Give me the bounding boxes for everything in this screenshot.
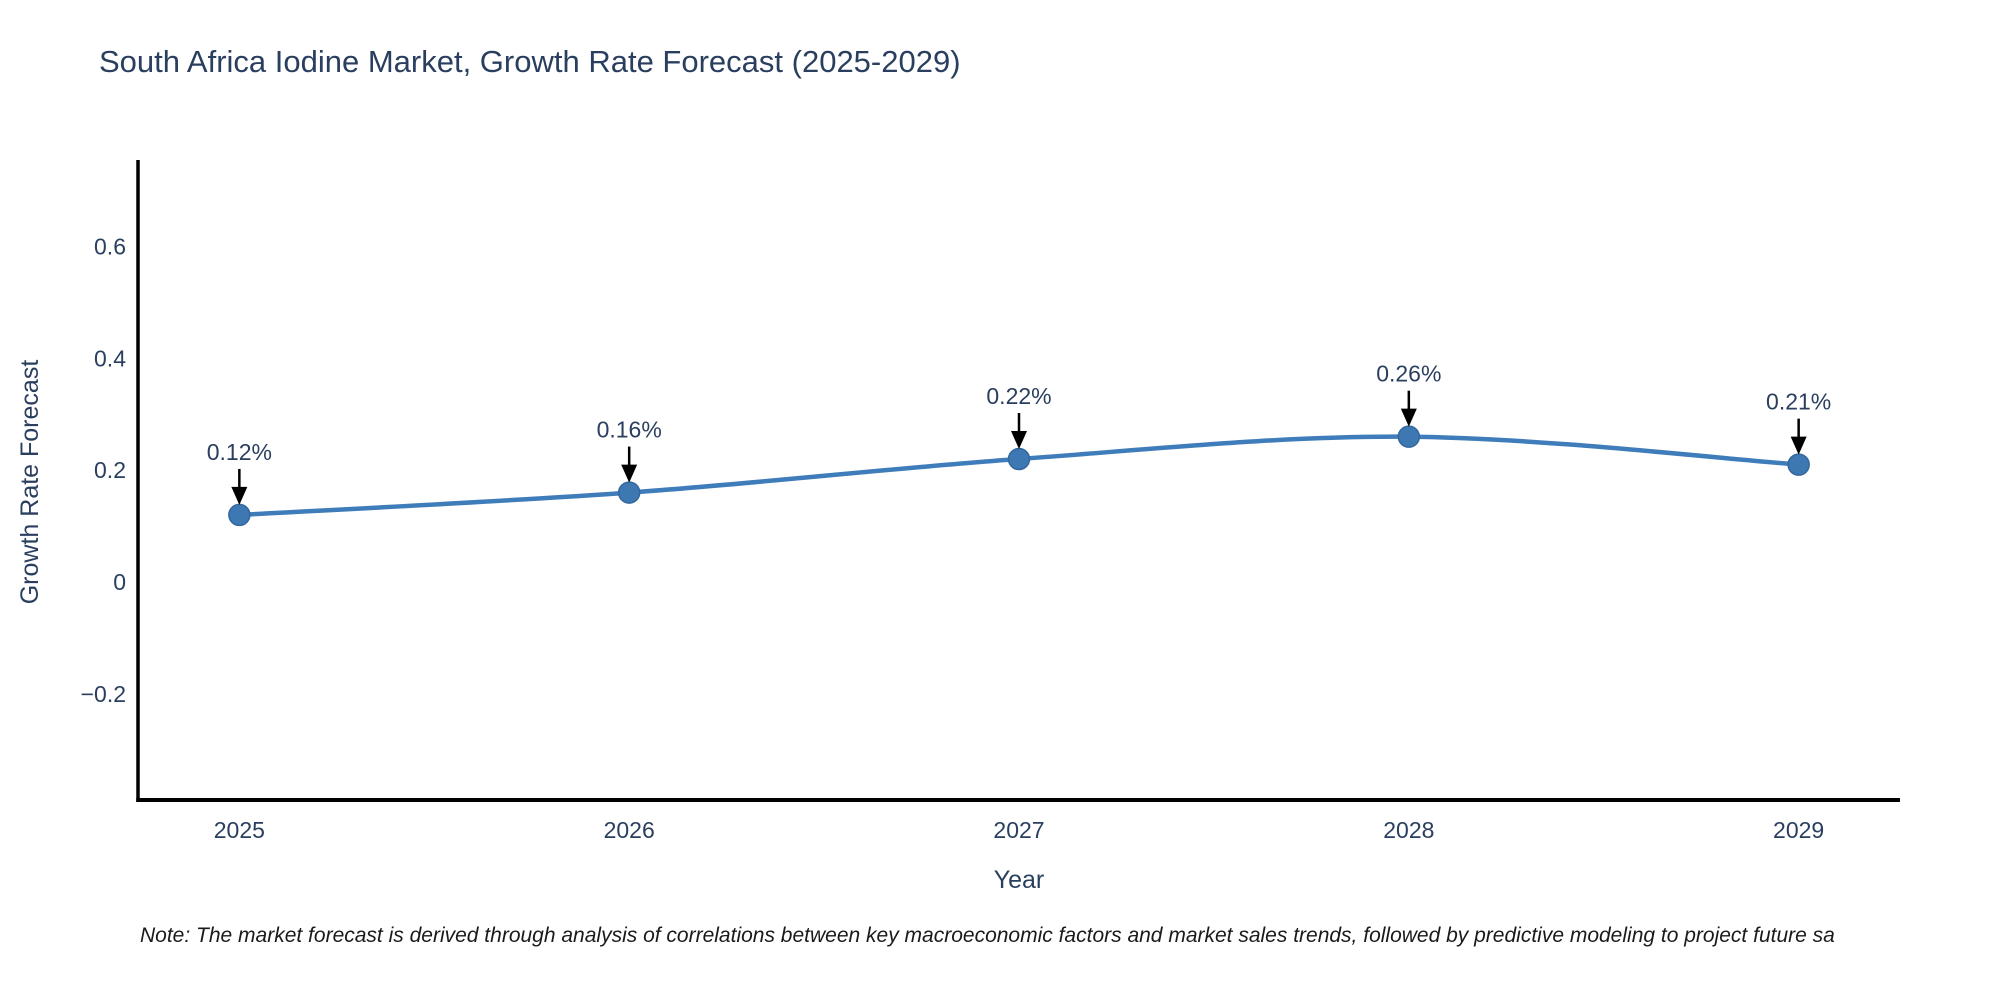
x-tick-label: 2025 bbox=[214, 817, 265, 843]
x-tick-label: 2028 bbox=[1383, 817, 1434, 843]
y-tick-label: 0.4 bbox=[94, 345, 126, 371]
chart-title: South Africa Iodine Market, Growth Rate … bbox=[99, 44, 961, 79]
data-point-marker bbox=[1787, 453, 1810, 476]
annotation-arrowhead bbox=[1011, 431, 1027, 450]
annotation-label: 0.16% bbox=[597, 417, 662, 443]
annotation-label: 0.21% bbox=[1766, 389, 1831, 415]
y-axis-title: Growth Rate Forecast bbox=[16, 360, 44, 605]
annotation-arrowhead bbox=[231, 486, 248, 505]
x-axis-title: Year bbox=[994, 866, 1045, 894]
annotation-label: 0.22% bbox=[986, 383, 1051, 409]
data-point-marker bbox=[1397, 425, 1421, 448]
data-point-marker bbox=[228, 503, 251, 527]
annotation-arrowhead bbox=[1790, 436, 1807, 455]
footnote: Note: The market forecast is derived thr… bbox=[140, 924, 1835, 947]
x-tick-label: 2027 bbox=[993, 817, 1044, 843]
x-tick-label: 2029 bbox=[1773, 817, 1824, 843]
data-point-marker bbox=[617, 481, 641, 504]
annotation-arrowhead bbox=[621, 464, 638, 483]
y-tick-label: 0.2 bbox=[94, 457, 126, 483]
x-tick-label: 2026 bbox=[604, 817, 655, 843]
y-tick-label: 0.6 bbox=[94, 234, 126, 260]
y-tick-label: −0.2 bbox=[81, 681, 126, 707]
annotation-arrowhead bbox=[1400, 408, 1417, 427]
data-point-marker bbox=[1007, 447, 1031, 471]
annotation-label: 0.26% bbox=[1376, 361, 1441, 387]
annotation-label: 0.12% bbox=[207, 439, 272, 465]
y-tick-label: 0 bbox=[113, 569, 126, 595]
